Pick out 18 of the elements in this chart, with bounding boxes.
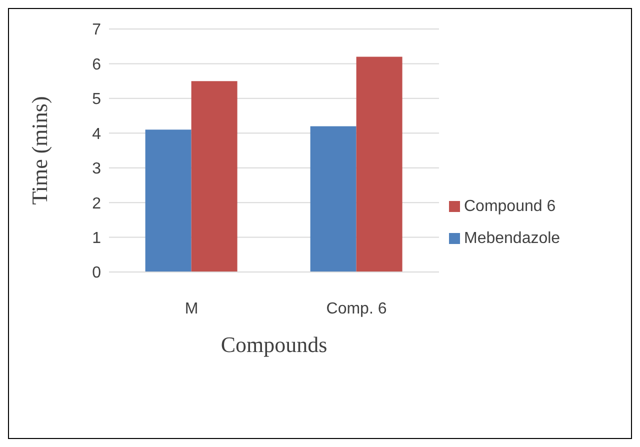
x-tick-label: Comp. 6 xyxy=(326,300,387,318)
y-tick-label: 3 xyxy=(92,160,102,178)
bar xyxy=(191,81,238,272)
y-tick-label: 7 xyxy=(92,22,102,39)
y-tick-label: 2 xyxy=(92,195,102,212)
bar xyxy=(356,56,402,272)
bar xyxy=(145,130,192,272)
bar xyxy=(310,126,356,272)
legend-label: Mebendazole xyxy=(464,230,560,246)
y-tick-label: 1 xyxy=(92,230,102,247)
y-tick-label: 0 xyxy=(92,264,102,282)
y-tick-label: 4 xyxy=(92,126,102,143)
x-tick-label: M xyxy=(184,300,198,318)
y-tick-label: 5 xyxy=(92,91,102,108)
legend-label: Compound 6 xyxy=(464,198,556,214)
y-axis-title: Time (mins) xyxy=(26,96,52,205)
x-axis-title: Compounds xyxy=(220,332,328,357)
y-tick-label: 6 xyxy=(92,56,102,74)
